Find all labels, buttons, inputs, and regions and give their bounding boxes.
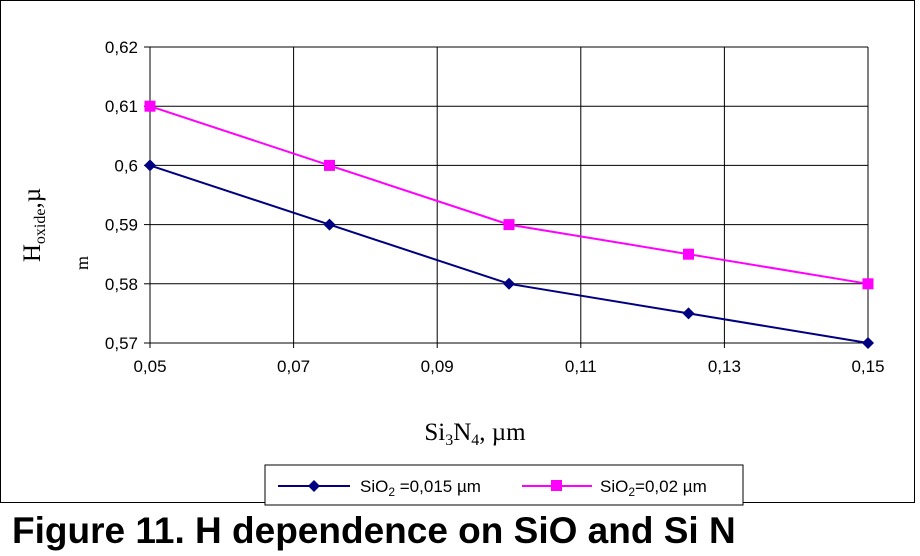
y-tick-label: 0,57	[105, 334, 138, 353]
data-point-diamond	[144, 159, 156, 172]
legend-label-2: SiO2=0,02 µm	[600, 477, 707, 499]
data-point-square	[324, 159, 335, 171]
data-point-diamond	[862, 337, 874, 349]
data-point-square	[144, 100, 156, 112]
y-tick-label: 0,62	[105, 38, 138, 57]
y-tick-label: 0,61	[105, 97, 138, 116]
x-tick-label: 0,05	[133, 357, 166, 376]
svg-text:Hoxide,µ: Hoxide,µ	[19, 188, 49, 262]
data-point-diamond	[682, 307, 695, 320]
x-tick-labels: 0,05 0,07 0,09 0,11 0,13 0,15	[133, 357, 884, 376]
x-tick-label: 0,11	[565, 357, 597, 376]
legend: SiO2 =0,015 µm SiO2=0,02 µm	[264, 464, 744, 506]
y-axis-title-fragment: m	[72, 256, 92, 270]
x-tick-label: 0,07	[277, 357, 310, 376]
x-tick-label: 0,15	[851, 357, 884, 376]
data-point-diamond	[503, 277, 515, 290]
series-line-2	[149, 105, 869, 285]
legend-marker-diamond	[308, 480, 320, 492]
series-group	[144, 100, 874, 349]
data-point-square	[862, 278, 874, 290]
x-tick-label: 0,13	[708, 357, 741, 376]
data-point-square	[503, 219, 515, 231]
y-tick-label: 0,6	[114, 156, 138, 175]
y-tick-labels: 0,57 0,58 0,59 0,6 0,61 0,62	[105, 38, 138, 353]
series-line-1	[149, 164, 869, 344]
legend-marker-square	[551, 480, 562, 491]
figure-caption: Figure 11. H dependence on SiO and Si N	[12, 510, 736, 551]
x-tick-label: 0,09	[421, 357, 454, 376]
legend-label-1: SiO2 =0,015 µm	[360, 477, 481, 499]
data-point-square	[683, 248, 694, 260]
axes	[144, 46, 869, 348]
y-tick-label: 0,59	[105, 216, 138, 235]
x-axis-title: Si3N4, µm	[424, 419, 526, 449]
y-axis-title: Hoxide,µ m	[19, 188, 92, 270]
y-tick-label: 0,58	[105, 275, 138, 294]
gridlines	[150, 46, 869, 343]
data-point-diamond	[323, 218, 336, 231]
